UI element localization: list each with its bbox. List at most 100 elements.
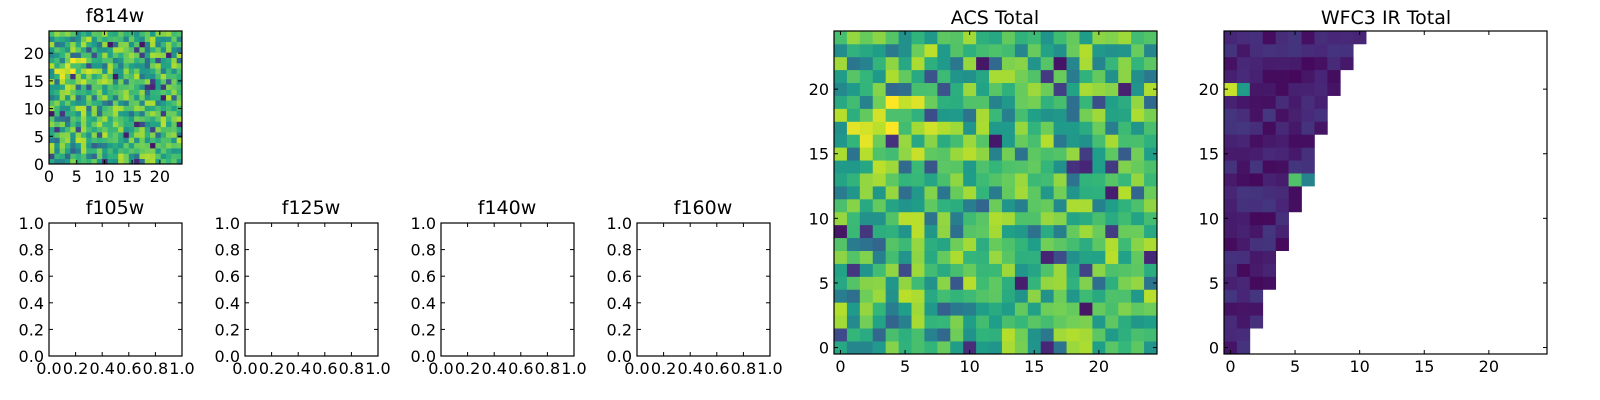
heatmap-cell	[64, 153, 71, 160]
heatmap-cell	[54, 84, 60, 90]
heatmap-cell	[911, 289, 925, 303]
heatmap-cell	[1014, 147, 1029, 161]
heatmap-cell	[1249, 69, 1264, 84]
heatmap-cell	[885, 341, 899, 355]
heatmap-cell	[49, 132, 55, 138]
heatmap-cell	[963, 302, 977, 316]
heatmap-cell	[1053, 237, 1067, 251]
heatmap-cell	[1144, 341, 1158, 355]
heatmap-cell	[846, 147, 861, 161]
heatmap-cell	[107, 31, 114, 37]
heatmap-cell	[872, 43, 887, 58]
heatmap-cell	[118, 89, 124, 96]
heatmap-cell	[963, 237, 977, 251]
heatmap-cell	[128, 100, 135, 106]
heatmap-cell	[846, 108, 861, 122]
heatmap-cell	[846, 276, 861, 290]
heatmap-cell	[1131, 173, 1145, 187]
heatmap-cell	[128, 46, 135, 53]
heatmap-cell	[176, 148, 183, 154]
heatmap-cell	[1144, 328, 1158, 342]
heatmap-cell	[1144, 108, 1158, 122]
heatmap-cell	[160, 153, 167, 160]
heatmap-cell	[54, 62, 60, 69]
heatmap-cell	[107, 142, 114, 149]
heatmap-cell	[64, 68, 71, 74]
heatmap-cell	[963, 198, 977, 213]
heatmap-cell	[118, 31, 124, 37]
heatmap-cell	[155, 126, 162, 133]
heatmap-cell	[937, 43, 951, 58]
x-tick-label: 0.8	[143, 359, 168, 378]
heatmap-cell	[150, 62, 156, 69]
heatmap-cell	[96, 153, 103, 160]
heatmap-cell	[54, 41, 60, 48]
heatmap-cell	[950, 315, 964, 329]
y-tick-label: 0.0	[19, 347, 44, 366]
heatmap-cell	[80, 41, 87, 48]
heatmap-cell	[112, 158, 119, 165]
heatmap-cell	[166, 89, 172, 96]
heatmap-cell	[1040, 95, 1054, 109]
heatmap-cell	[155, 148, 162, 154]
heatmap-cell	[1314, 82, 1328, 96]
heatmap-cell	[963, 160, 977, 174]
heatmap-cell	[59, 142, 66, 149]
heatmap-cell	[924, 31, 938, 45]
heatmap-cell	[86, 62, 92, 69]
heatmap-cell	[1224, 82, 1238, 96]
heatmap-cell	[1275, 82, 1289, 96]
heatmap-cell	[1001, 108, 1016, 122]
heatmap-cell	[176, 158, 183, 165]
heatmap-cell	[1105, 237, 1119, 251]
heatmap-cell	[976, 328, 990, 342]
heatmap-cell	[134, 116, 140, 122]
heatmap-cell	[166, 36, 172, 42]
heatmap-cell	[1040, 43, 1054, 58]
heatmap-cell	[80, 84, 87, 90]
heatmap-cell	[1288, 147, 1302, 161]
heatmap-cell	[139, 110, 146, 117]
heatmap-cell	[1144, 31, 1158, 45]
heatmap-cell	[134, 41, 140, 48]
heatmap-cell	[834, 134, 848, 148]
heatmap-cell	[96, 158, 103, 165]
heatmap-cell	[166, 41, 172, 48]
heatmap-cell	[102, 148, 108, 154]
heatmap-cell	[107, 158, 114, 165]
heatmap-cell	[49, 110, 55, 117]
heatmap-cell	[898, 147, 912, 161]
heatmap-cell	[176, 142, 183, 149]
heatmap-cell	[1066, 211, 1080, 226]
heatmap-cell	[1236, 198, 1251, 213]
heatmap-cell	[898, 237, 912, 251]
heatmap-cell	[1066, 198, 1080, 213]
heatmap-cell	[1118, 82, 1132, 96]
heatmap-cell	[963, 315, 977, 329]
heatmap-cell	[86, 100, 92, 106]
panel-title: ACS Total	[951, 7, 1039, 29]
heatmap-cell	[59, 89, 66, 96]
heatmap-cell	[1040, 134, 1054, 148]
heatmap-cell	[911, 211, 925, 226]
heatmap-cell	[872, 147, 887, 161]
heatmap-cell	[155, 78, 162, 85]
heatmap-cell	[1288, 134, 1302, 148]
heatmap-cell	[75, 158, 82, 165]
heatmap-cell	[91, 105, 98, 112]
heatmap-cell	[128, 142, 135, 149]
heatmap-cell	[1236, 82, 1251, 96]
heatmap-cell	[1288, 121, 1302, 135]
heatmap-cell	[976, 134, 990, 148]
heatmap-cell	[1118, 186, 1132, 200]
heatmap-cell	[1301, 82, 1315, 96]
heatmap-cell	[1105, 263, 1119, 277]
heatmap-cell	[1092, 289, 1106, 303]
heatmap-cell	[911, 315, 925, 329]
heatmap-cell	[150, 100, 156, 106]
heatmap-cell	[166, 73, 172, 80]
heatmap-cell	[963, 250, 977, 264]
heatmap-cell	[80, 137, 87, 144]
heatmap-cell	[118, 153, 124, 160]
heatmap-cell	[176, 78, 183, 85]
